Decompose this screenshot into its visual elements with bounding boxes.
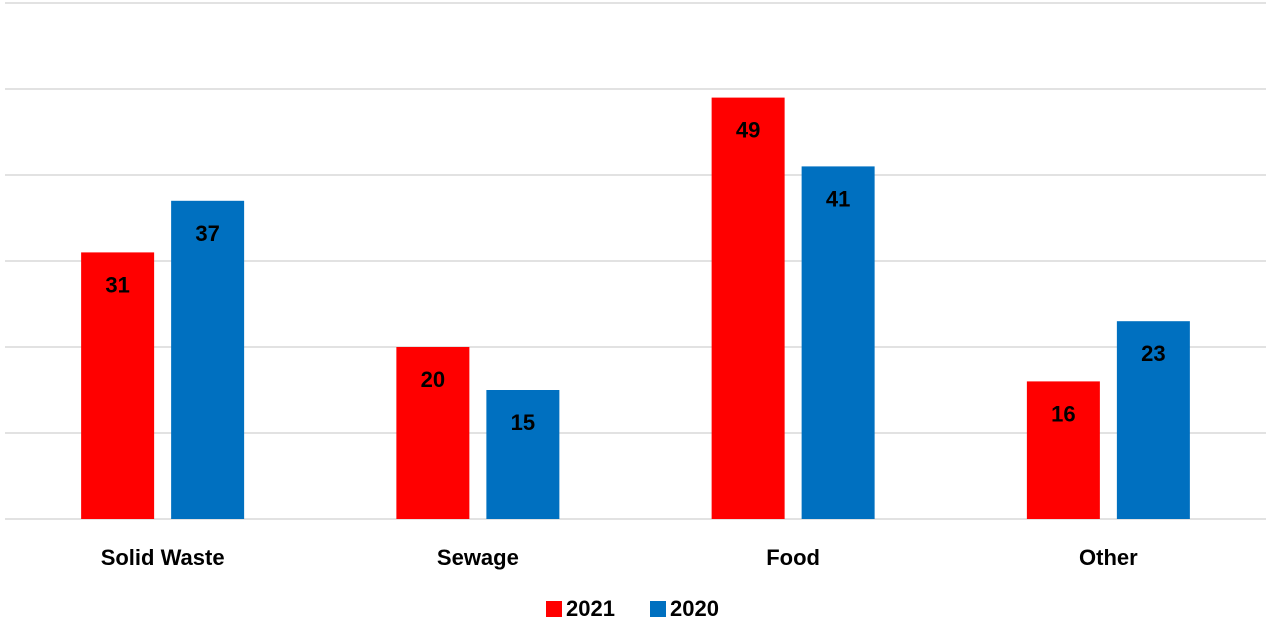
legend-label-2021: 2021 <box>566 596 615 621</box>
bars <box>81 97 1190 520</box>
bar-solid-waste-2021 <box>81 252 155 519</box>
data-label-sewage-2021: 20 <box>421 367 445 392</box>
data-label-solid-waste-2021: 31 <box>105 272 129 297</box>
category-label-food: Food <box>766 545 820 570</box>
data-label-food-2021: 49 <box>736 118 760 143</box>
data-label-other-2020: 23 <box>1141 341 1165 366</box>
bar-other-2020 <box>1116 321 1190 519</box>
legend-swatch-2020 <box>650 601 666 617</box>
bar-sewage-2021 <box>396 347 470 519</box>
bar-food-2021 <box>711 97 785 519</box>
legend: 2021 2020 <box>546 596 719 621</box>
bar-solid-waste-2020 <box>171 200 245 520</box>
data-label-other-2021: 16 <box>1051 401 1075 426</box>
bar-other-2021 <box>1026 381 1100 519</box>
category-label-solid-waste: Solid Waste <box>101 545 225 570</box>
data-label-sewage-2020: 15 <box>511 410 535 435</box>
category-axis: Solid Waste Sewage Food Other <box>101 545 1138 570</box>
data-label-food-2020: 41 <box>826 186 850 211</box>
data-labels: 31 37 20 15 49 41 16 23 <box>105 118 1165 435</box>
data-label-solid-waste-2020: 37 <box>195 221 219 246</box>
legend-label-2020: 2020 <box>670 596 719 621</box>
bar-sewage-2020 <box>486 390 560 519</box>
category-label-other: Other <box>1079 545 1138 570</box>
legend-swatch-2021 <box>546 601 562 617</box>
bar-food-2020 <box>801 166 875 519</box>
category-label-sewage: Sewage <box>437 545 519 570</box>
